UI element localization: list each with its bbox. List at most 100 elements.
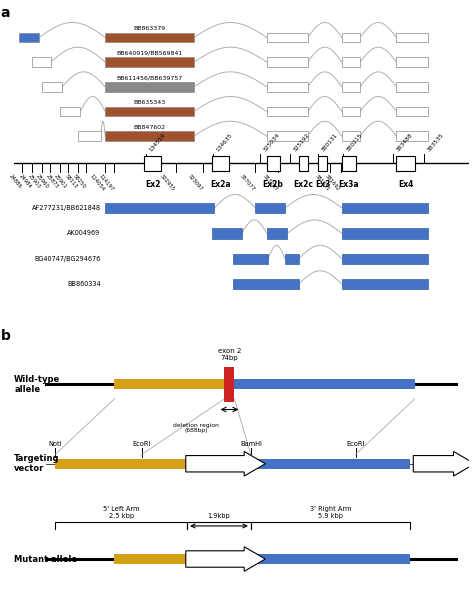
Bar xyxy=(42,82,62,92)
Text: Ex2: Ex2 xyxy=(145,179,160,188)
Bar xyxy=(105,33,194,42)
Text: BB640919/BB569841: BB640919/BB569841 xyxy=(117,51,182,56)
Text: b: b xyxy=(0,329,10,343)
FancyBboxPatch shape xyxy=(186,547,265,571)
Bar xyxy=(60,107,80,117)
Text: 25873: 25873 xyxy=(45,173,60,190)
Text: 134559: 134559 xyxy=(148,132,167,153)
Bar xyxy=(267,107,308,117)
Text: 357077: 357077 xyxy=(238,173,255,192)
Text: Ex3: Ex3 xyxy=(315,179,330,188)
Text: Targeting
vector: Targeting vector xyxy=(14,454,60,474)
Bar xyxy=(396,107,428,117)
Text: Ex3a: Ex3a xyxy=(338,179,359,188)
Bar xyxy=(396,57,428,67)
Text: pgk-neo: pgk-neo xyxy=(201,461,228,467)
Text: Ex2b: Ex2b xyxy=(263,179,283,188)
Text: 114054: 114054 xyxy=(88,173,105,192)
Bar xyxy=(342,279,428,289)
Bar xyxy=(114,554,187,564)
Text: 25903: 25903 xyxy=(27,173,42,190)
Bar xyxy=(299,156,308,170)
Bar xyxy=(114,379,228,390)
Bar xyxy=(342,254,428,264)
Bar xyxy=(342,57,360,67)
Bar xyxy=(342,156,356,170)
Text: 24984: 24984 xyxy=(18,173,32,190)
Text: pgk-tk: pgk-tk xyxy=(422,461,444,467)
Bar xyxy=(396,131,428,141)
Bar xyxy=(212,228,242,239)
Text: 58250: 58250 xyxy=(72,173,86,190)
Bar xyxy=(267,131,308,141)
Text: 357287: 357287 xyxy=(261,173,278,192)
Bar xyxy=(342,228,428,239)
Text: BamHI: BamHI xyxy=(240,440,262,446)
Text: Wild-type
allele: Wild-type allele xyxy=(14,374,61,394)
Bar xyxy=(267,57,308,67)
FancyBboxPatch shape xyxy=(413,451,474,476)
Bar xyxy=(396,82,428,92)
Text: 383535: 383535 xyxy=(426,132,444,153)
Bar xyxy=(318,156,327,170)
Text: NotI: NotI xyxy=(48,440,62,446)
Text: 1.9kbp: 1.9kbp xyxy=(208,513,230,519)
Bar xyxy=(105,203,214,213)
Text: BB635343: BB635343 xyxy=(134,100,166,105)
Bar xyxy=(251,554,410,564)
Bar xyxy=(267,156,280,170)
Bar xyxy=(32,57,51,67)
Text: BB860334: BB860334 xyxy=(67,281,100,288)
Text: 114197: 114197 xyxy=(98,173,114,192)
Text: Mutant allele: Mutant allele xyxy=(14,554,77,564)
Text: 322955: 322955 xyxy=(159,173,176,192)
Text: EcoRI: EcoRI xyxy=(346,440,365,446)
Bar xyxy=(255,203,285,213)
Bar xyxy=(105,131,194,141)
FancyBboxPatch shape xyxy=(186,451,265,476)
Bar xyxy=(267,82,308,92)
Text: 381551: 381551 xyxy=(314,173,330,192)
Bar xyxy=(342,203,428,213)
Text: EcoRI: EcoRI xyxy=(132,440,151,446)
Bar xyxy=(396,33,428,42)
Bar xyxy=(187,458,410,469)
Bar xyxy=(225,367,235,402)
Text: 3' Right Arm
5.9 kbp: 3' Right Arm 5.9 kbp xyxy=(310,506,351,519)
Text: 380131: 380131 xyxy=(320,132,338,153)
Bar xyxy=(19,33,39,42)
Bar xyxy=(105,57,194,67)
Text: 325192: 325192 xyxy=(293,132,311,153)
Bar xyxy=(285,254,299,264)
Bar xyxy=(212,156,229,170)
Bar xyxy=(267,228,287,239)
Bar xyxy=(342,131,360,141)
Text: 325034: 325034 xyxy=(263,132,281,153)
Bar xyxy=(233,254,268,264)
Text: 383488: 383488 xyxy=(395,132,413,153)
Text: AF277231/BB621848: AF277231/BB621848 xyxy=(32,205,100,211)
Text: 381692: 381692 xyxy=(324,173,341,192)
Bar xyxy=(78,131,100,141)
Text: 24886: 24886 xyxy=(8,173,22,190)
Text: 323097: 323097 xyxy=(186,173,203,192)
Bar xyxy=(105,107,194,117)
Bar xyxy=(233,279,299,289)
Text: deletion region
(688bp): deletion region (688bp) xyxy=(173,423,219,433)
Bar xyxy=(105,82,194,92)
Text: Ex2a: Ex2a xyxy=(210,179,231,188)
Text: BB611456/BB639757: BB611456/BB639757 xyxy=(117,76,182,80)
Bar xyxy=(144,156,161,170)
Text: AK004969: AK004969 xyxy=(67,230,100,236)
Bar xyxy=(342,82,360,92)
Text: 5' Left Arm
2.5 kbp: 5' Left Arm 2.5 kbp xyxy=(103,506,139,519)
Text: BB863379: BB863379 xyxy=(134,26,166,31)
Bar xyxy=(228,379,415,390)
Text: a: a xyxy=(0,6,10,20)
Text: Ex2c: Ex2c xyxy=(293,179,313,188)
Text: 25901: 25901 xyxy=(53,173,68,190)
Bar xyxy=(267,33,308,42)
Bar xyxy=(396,156,415,170)
Text: Ex4: Ex4 xyxy=(398,179,413,188)
Text: BG40747/BG294676: BG40747/BG294676 xyxy=(35,256,100,262)
